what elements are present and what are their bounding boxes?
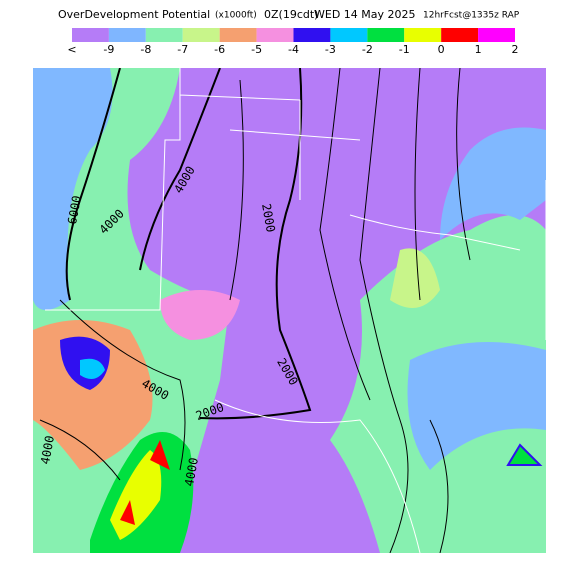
region-fill [120, 440, 170, 525]
legend-swatch [441, 28, 479, 42]
legend-label: -4 [288, 43, 299, 56]
region-fill [506, 443, 543, 466]
legend-swatch [145, 28, 183, 42]
legend-swatch [330, 28, 368, 42]
legend-swatch [182, 28, 220, 42]
region-fill [390, 248, 440, 308]
legend-label: -7 [177, 43, 188, 56]
title: OverDevelopment Potential (x1000ft) 0Z(1… [58, 8, 520, 21]
legend-label: 2 [512, 43, 519, 56]
legend-label: -8 [140, 43, 151, 56]
legend-swatch [293, 28, 331, 42]
legend-label: -3 [325, 43, 336, 56]
legend-label: -6 [214, 43, 225, 56]
contour-line [139, 68, 221, 271]
contour-label: 4000 [182, 456, 201, 487]
legend-label: -5 [251, 43, 262, 56]
color-legend: < -9 -8 -7 -6 -5 -4 -3 -2 -1 0 1 2 [67, 28, 519, 56]
contour-line [199, 68, 312, 420]
region-fill [440, 127, 546, 240]
title-forecast: 12hrFcst@1335z RAP [423, 11, 520, 21]
map: 6000 4000 4000 2000 2000 4000 2000 4000 … [33, 68, 546, 553]
legend-label: 1 [475, 43, 482, 56]
legend-label: 0 [438, 43, 445, 56]
legend-label: -9 [103, 43, 114, 56]
legend-swatch [478, 28, 515, 42]
legend-label: < [67, 43, 76, 56]
legend-swatch [404, 28, 442, 42]
contour-line [39, 68, 471, 553]
contour-line [65, 68, 121, 301]
legend-swatch [219, 28, 257, 42]
legend-label: -2 [362, 43, 373, 56]
legend-swatch [256, 28, 294, 42]
title-date: WED 14 May 2025 [314, 8, 416, 21]
region-fill [407, 342, 546, 470]
state-border [45, 68, 546, 553]
title-main: OverDevelopment Potential [58, 8, 210, 21]
legend-swatch [367, 28, 405, 42]
contour-label: 2000 [259, 202, 278, 233]
region-fill [160, 290, 240, 340]
region-fill [80, 358, 105, 379]
title-units: (x1000ft) [215, 11, 257, 21]
title-time: 0Z(19cdt) [264, 8, 318, 21]
legend-swatch [72, 28, 109, 42]
contour-label: 6000 [65, 194, 84, 225]
contour-label: 4000 [38, 434, 57, 465]
legend-label: -1 [399, 43, 410, 56]
legend-swatch [108, 28, 146, 42]
region-fill [33, 68, 113, 310]
